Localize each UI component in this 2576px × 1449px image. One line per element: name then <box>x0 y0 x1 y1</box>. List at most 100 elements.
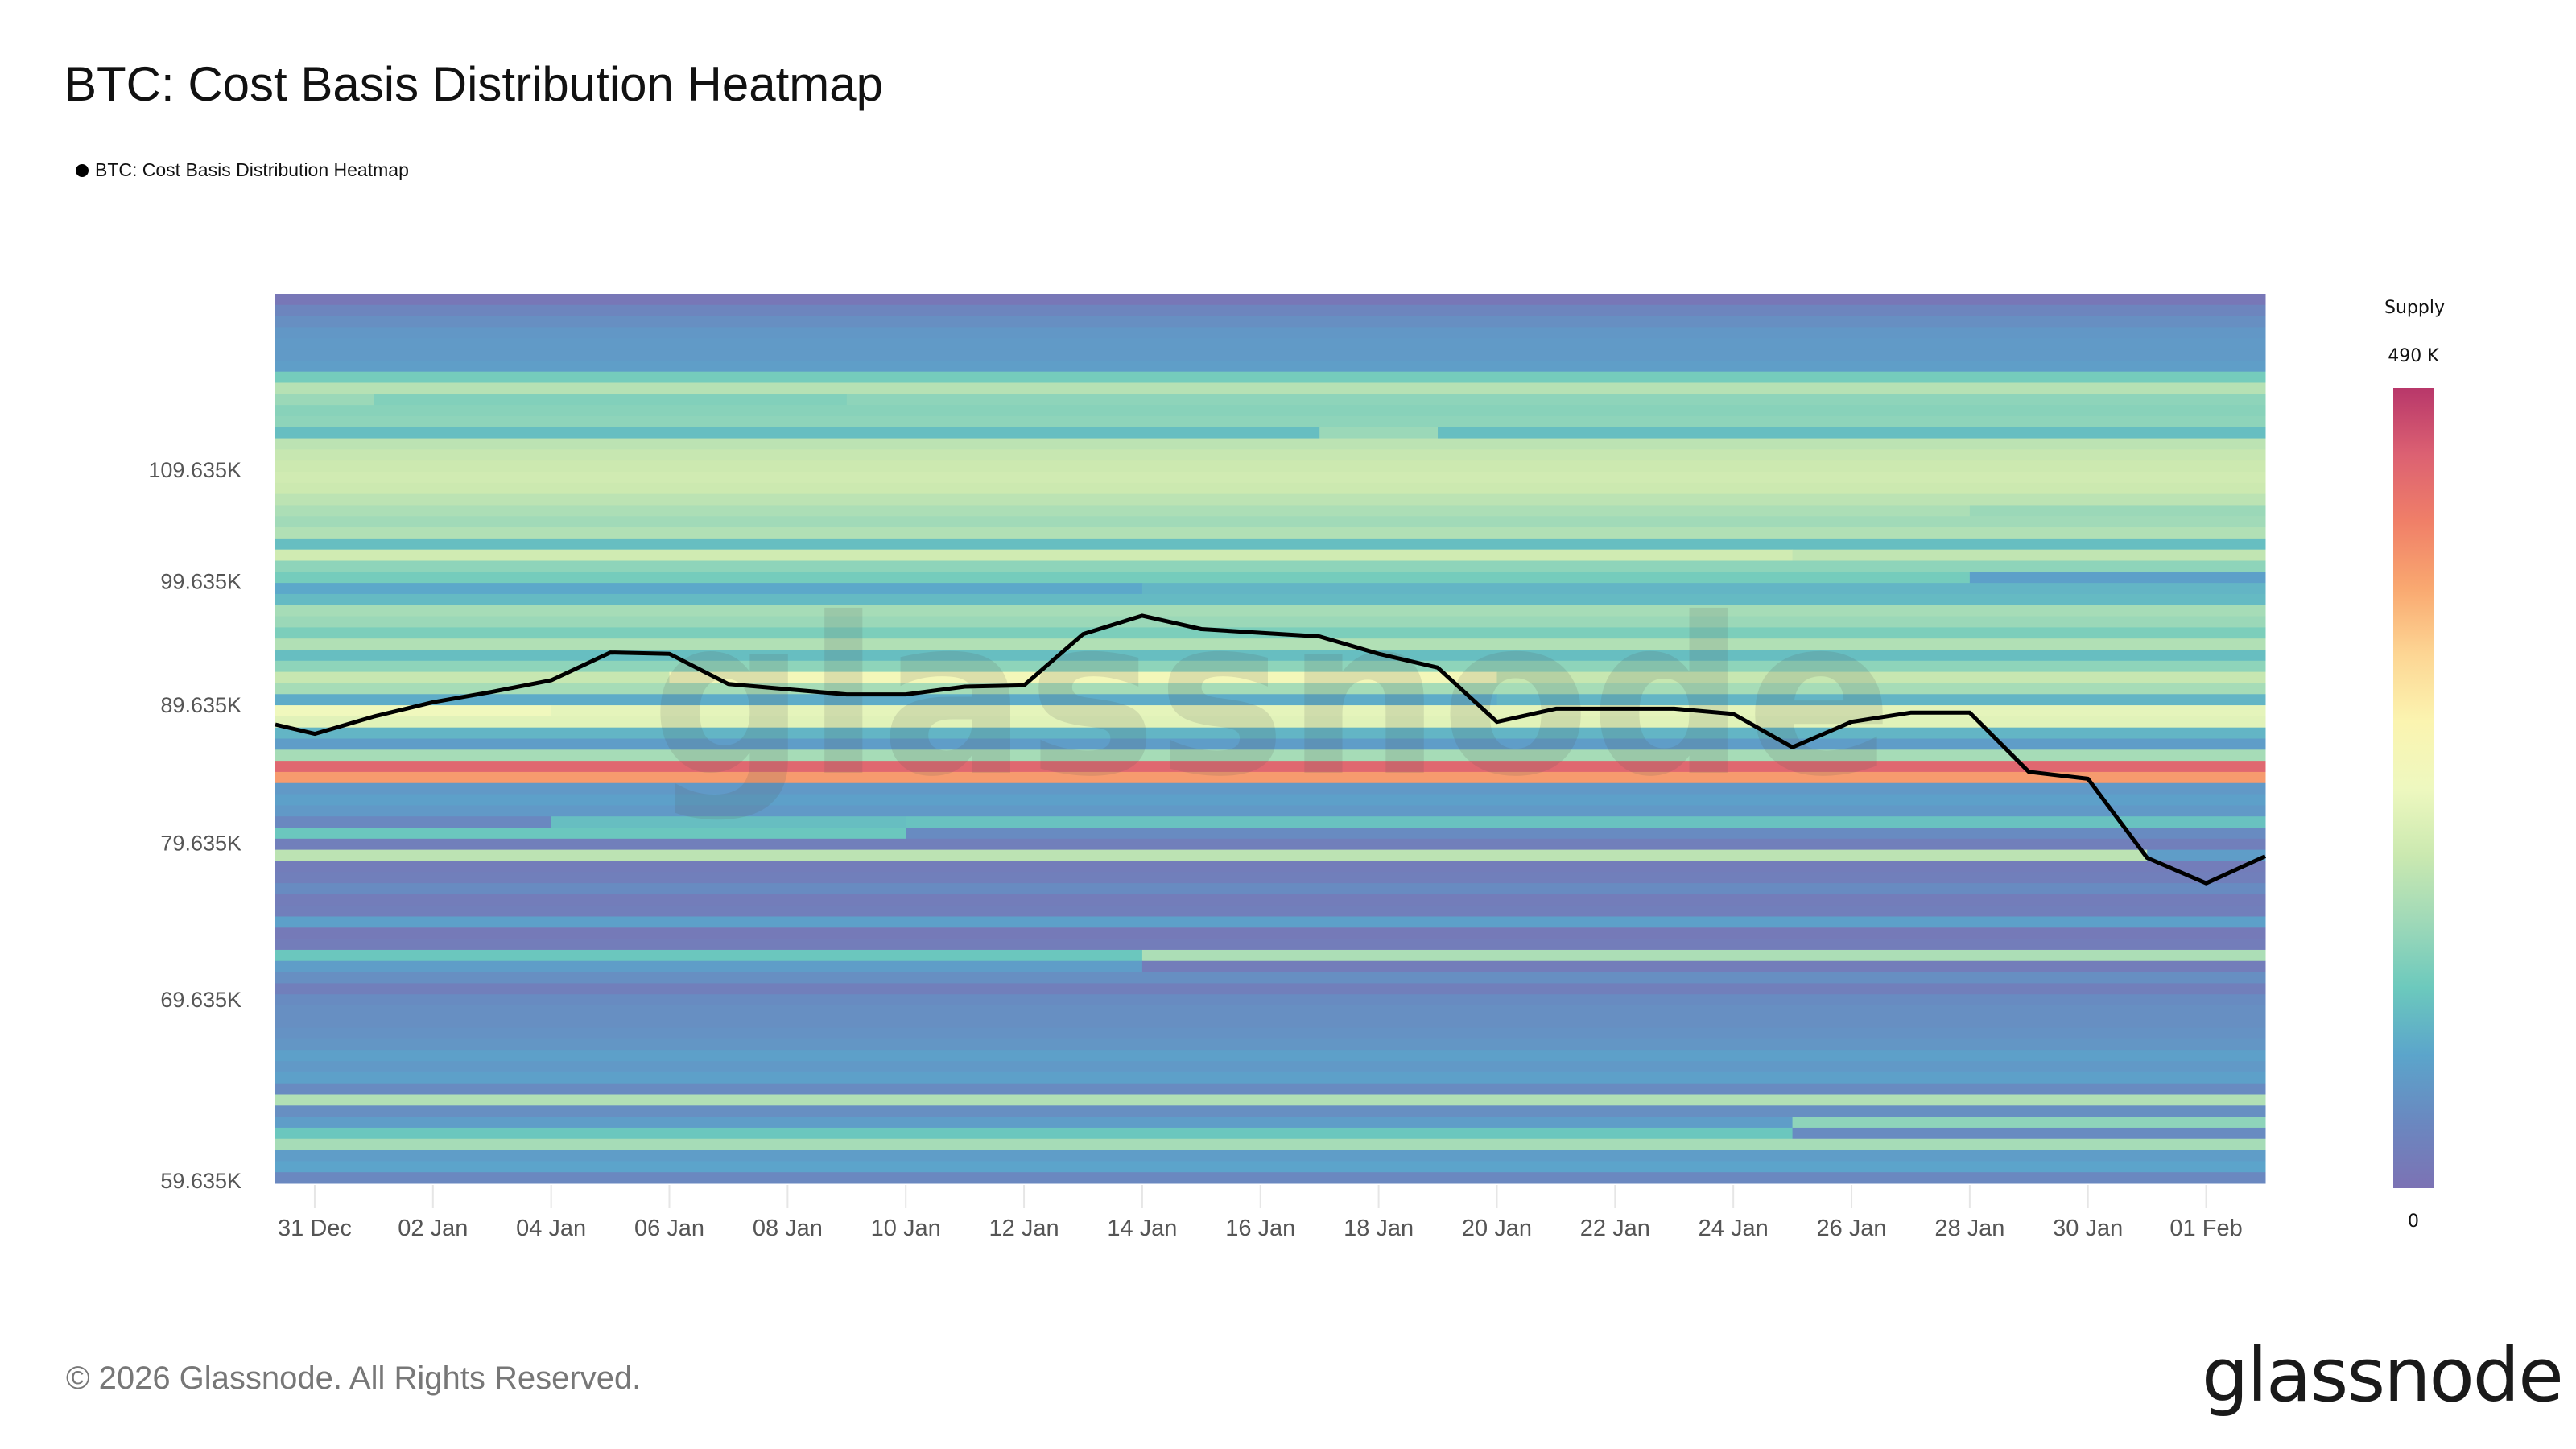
x-tick-label: 24 Jan <box>1699 1216 1769 1241</box>
heatmap-cell <box>275 816 552 828</box>
x-axis: 31 Dec 02 Jan 04 Jan 06 Jan 08 Jan 10 Jan 12 J… <box>278 1185 2243 1241</box>
heatmap-cell <box>275 849 2148 861</box>
y-tick-label: 59.635K <box>160 1169 242 1193</box>
heatmap-cell <box>846 394 2266 406</box>
heatmap-cell <box>275 371 2266 383</box>
heatmap-cell <box>275 427 1320 440</box>
heatmap-cell <box>669 671 1497 683</box>
y-axis: 59.635K 69.635K 79.635K 89.635K 99.635K 109.6… <box>148 458 242 1193</box>
heatmap-cell <box>275 683 2266 695</box>
heatmap-cell <box>275 716 2266 729</box>
heatmap-cell <box>2147 849 2266 861</box>
x-tick-label: 02 Jan <box>398 1216 468 1241</box>
heatmap-cell <box>275 805 2266 817</box>
colorbar-min-label: 0 <box>2408 1212 2419 1232</box>
y-tick-label: 79.635K <box>160 832 242 856</box>
heatmap-cell <box>275 1016 2266 1029</box>
heatmap-cell <box>1438 427 2266 440</box>
heatmap-cell <box>275 1050 2266 1062</box>
glassnode-logo[interactable]: glassnode <box>2202 1332 2564 1418</box>
heatmap-cell <box>275 794 2266 806</box>
heatmap-cell <box>275 671 671 683</box>
heatmap-cell <box>275 415 2266 428</box>
heatmap-cell <box>275 549 1794 561</box>
heatmap-cell <box>275 527 2266 539</box>
heatmap-cell <box>1969 505 2266 517</box>
heatmap-cell <box>1319 427 1439 440</box>
heatmap-cell <box>275 727 2266 739</box>
heatmap-cell <box>275 1150 2266 1162</box>
heatmap-cell <box>275 838 2266 851</box>
heatmap-cell <box>275 905 2266 917</box>
heatmap-cell <box>906 828 2266 840</box>
x-tick-label: 31 Dec <box>278 1216 352 1241</box>
heatmap-cell <box>275 861 2266 873</box>
watermark: glassnode <box>650 571 1893 824</box>
heatmap-cell <box>275 1138 2266 1151</box>
heatmap-cell <box>1141 960 2266 973</box>
x-tick-label: 30 Jan <box>2053 1216 2123 1241</box>
heatmap-cell <box>1792 1127 2266 1140</box>
x-tick-label: 06 Jan <box>634 1216 704 1241</box>
y-tick-label: 109.635K <box>148 458 242 482</box>
heatmap-cell <box>275 583 1143 595</box>
x-tick-label: 14 Jan <box>1107 1216 1177 1241</box>
x-tick-label: 26 Jan <box>1816 1216 1886 1241</box>
heatmap-cell <box>275 916 2266 928</box>
heatmap-cell <box>275 1038 2266 1051</box>
x-tick-label: 18 Jan <box>1344 1216 1414 1241</box>
heatmap-cell <box>275 761 2266 773</box>
heatmap-cell <box>275 1061 2266 1073</box>
heatmap-cell <box>275 294 2266 306</box>
heatmap-cell <box>275 493 2266 506</box>
heatmap-cell <box>275 516 2266 528</box>
y-tick-label: 69.635K <box>160 988 242 1012</box>
heatmap-cell <box>275 660 2266 673</box>
heatmap-cell <box>275 960 1143 973</box>
x-tick-label: 22 Jan <box>1580 1216 1650 1241</box>
heatmap-cell <box>275 1172 2266 1184</box>
x-tick-label: 01 Feb <box>2169 1216 2242 1241</box>
heatmap-cell <box>1969 572 2266 584</box>
x-tick-label: 16 Jan <box>1225 1216 1295 1241</box>
heatmap-cell <box>275 1083 2266 1095</box>
legend-label: BTC: Cost Basis Distribution Heatmap <box>95 159 409 180</box>
x-tick-label: 10 Jan <box>871 1216 941 1241</box>
y-tick-label: 89.635K <box>160 693 242 717</box>
colorbar <box>2393 388 2434 1188</box>
colorbar-max-label: 490 K <box>2388 346 2439 366</box>
x-tick-label: 28 Jan <box>1934 1216 2004 1241</box>
legend[interactable]: BTC: Cost Basis Distribution Heatmap <box>76 159 409 181</box>
heatmap-cell <box>275 405 2266 417</box>
heatmap-cell <box>275 360 2266 373</box>
heatmap-cell <box>1141 949 2266 962</box>
heatmap-cell <box>275 949 1143 962</box>
heatmap-cell <box>551 705 2266 717</box>
heatmap-cell <box>275 872 2266 884</box>
heatmap-cell <box>275 927 2266 939</box>
heatmap-cell <box>1496 694 2266 706</box>
heatmap-cell <box>275 616 2266 628</box>
heatmap-cell <box>275 1127 1794 1140</box>
heatmap-cell <box>275 782 2266 795</box>
x-tick-label: 04 Jan <box>516 1216 586 1241</box>
heatmap-cell <box>906 816 2266 828</box>
chart-title: BTC: Cost Basis Distribution Heatmap <box>64 57 884 111</box>
heatmap-cell <box>1141 583 2266 595</box>
heatmap-cell <box>275 650 2266 662</box>
heatmap-cell <box>275 593 2266 606</box>
heatmap-cell <box>275 482 2266 495</box>
heatmap-cell <box>551 816 906 828</box>
x-tick-label: 12 Jan <box>989 1216 1059 1241</box>
heatmap-cell <box>275 304 2266 317</box>
heatmap-cell <box>275 972 2266 984</box>
x-tick-label: 08 Jan <box>753 1216 823 1241</box>
heatmap-cell <box>275 605 2266 617</box>
heatmap-cell <box>275 1071 2266 1084</box>
heatmap-cells <box>275 294 2266 1184</box>
heatmap-cell <box>275 572 1971 584</box>
heatmap-cell <box>275 472 2266 484</box>
copyright-footer: © 2026 Glassnode. All Rights Reserved. <box>66 1360 642 1396</box>
heatmap-cell <box>275 638 2266 650</box>
